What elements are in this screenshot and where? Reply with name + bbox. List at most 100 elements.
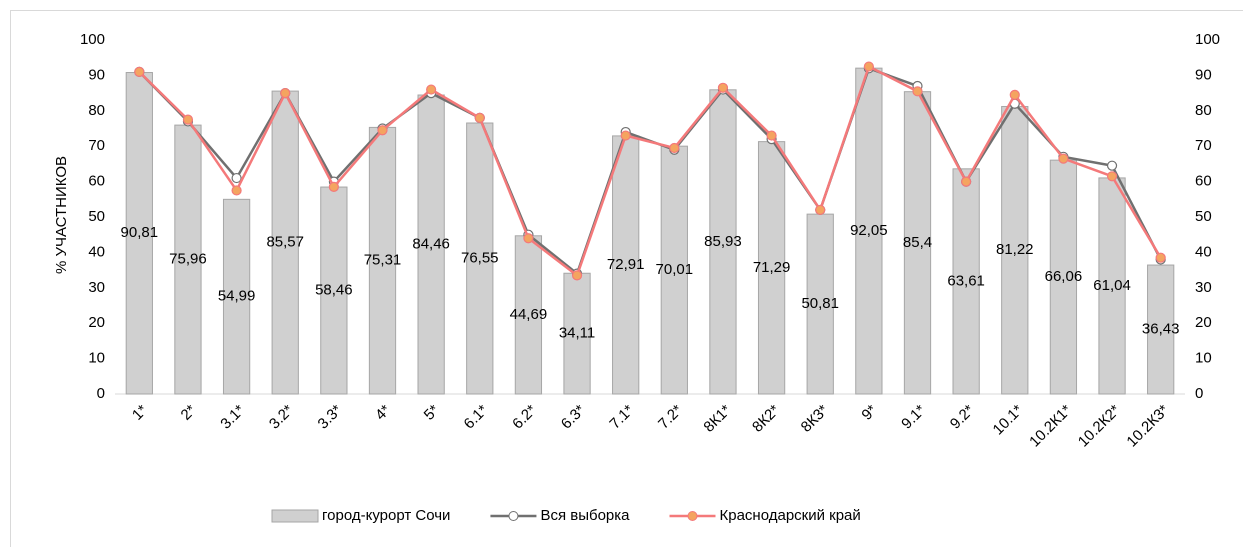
- data-label: 72,91: [607, 256, 645, 273]
- y2-tick-label: 90: [1195, 66, 1212, 83]
- marker: [377, 125, 388, 136]
- legend-label: город-курорт Сочи: [322, 507, 450, 524]
- data-label: 54,99: [218, 288, 256, 305]
- x-tick-label: 6.3*: [558, 402, 589, 433]
- data-label: 92,05: [850, 222, 888, 239]
- y2-tick-label: 40: [1195, 243, 1212, 260]
- data-label: 71,29: [753, 259, 791, 276]
- data-label: 66,06: [1045, 268, 1083, 285]
- bar: [125, 72, 153, 395]
- bar: [660, 145, 688, 395]
- marker: [620, 130, 631, 141]
- data-label: 61,04: [1093, 277, 1131, 294]
- bar: [1147, 264, 1175, 395]
- x-tick-label: 8К2*: [749, 402, 783, 436]
- marker: [474, 112, 485, 123]
- marker: [182, 114, 194, 125]
- marker: [134, 66, 145, 77]
- data-label: 85,93: [704, 233, 742, 250]
- line: [138, 64, 1162, 278]
- bar: [417, 94, 445, 395]
- bar: [271, 90, 299, 395]
- y-tick-label: 30: [88, 279, 105, 296]
- marker: [280, 87, 291, 99]
- x-tick-label: 10.1*: [990, 402, 1027, 439]
- marker: [231, 172, 242, 184]
- data-label: 36,43: [1142, 320, 1180, 337]
- x-tick-label: 3.2*: [266, 402, 297, 433]
- marker: [912, 86, 923, 97]
- x-tick-label: 8К1*: [700, 402, 734, 436]
- data-label: 70,01: [656, 261, 694, 278]
- data-label: 76,55: [461, 249, 499, 266]
- data-label: 50,81: [801, 295, 839, 312]
- marker: [328, 181, 339, 193]
- bar: [952, 168, 980, 395]
- y-tick-label: 10: [88, 350, 105, 367]
- x-tick-label: 9.1*: [898, 402, 929, 433]
- marker: [961, 176, 972, 187]
- bar: [1049, 159, 1078, 395]
- x-tick-label: 9.2*: [947, 402, 978, 433]
- y-tick-label: 60: [88, 173, 105, 190]
- y2-tick-label: 50: [1195, 208, 1212, 225]
- legend-label: Краснодарский край: [720, 507, 861, 524]
- x-tick-label: 3.1*: [217, 402, 248, 433]
- marker: [426, 84, 437, 95]
- bar: [903, 91, 932, 395]
- y-tick-label: 80: [88, 102, 105, 119]
- data-label: 58,46: [315, 281, 353, 298]
- x-tick-label: 7.1*: [606, 402, 637, 433]
- y-tick-label: 90: [88, 66, 105, 83]
- data-label: 75,96: [169, 251, 207, 268]
- x-tick-label: 8К3*: [798, 402, 832, 436]
- y-axis-title: % УЧАСТНИКОВ: [53, 156, 70, 274]
- y-tick-label: 20: [88, 314, 105, 331]
- data-label: 85,4: [903, 234, 932, 251]
- x-tick-label: 2*: [178, 402, 200, 424]
- bar: [855, 67, 883, 395]
- y2-tick-label: 100: [1195, 31, 1220, 48]
- bar: [174, 124, 202, 395]
- marker: [717, 82, 729, 93]
- legend-marker: [508, 511, 519, 521]
- marker: [863, 61, 874, 72]
- y-tick-label: 50: [88, 208, 105, 225]
- bar: [368, 126, 397, 395]
- marker: [571, 270, 583, 281]
- data-label: 63,61: [947, 272, 985, 289]
- y-tick-label: 0: [97, 385, 105, 402]
- y2-tick-label: 30: [1195, 279, 1212, 296]
- data-label: 85,57: [266, 234, 304, 251]
- marker: [815, 204, 826, 216]
- data-label: 44,69: [510, 306, 548, 323]
- y2-tick-label: 80: [1195, 102, 1212, 119]
- y-tick-label: 70: [88, 137, 105, 154]
- bar: [466, 122, 494, 395]
- marker: [231, 185, 242, 196]
- y-tick-label: 40: [88, 243, 105, 260]
- bar: [1098, 177, 1126, 395]
- data-label: 34,11: [559, 325, 595, 342]
- x-tick-label: 10.2К2*: [1075, 402, 1124, 451]
- y2-tick-label: 10: [1195, 350, 1212, 367]
- data-label: 81,22: [996, 241, 1034, 258]
- marker: [1058, 153, 1069, 164]
- x-tick-label: 1*: [129, 402, 151, 424]
- data-label: 90,81: [121, 224, 159, 241]
- x-tick-label: 3.3*: [315, 402, 346, 433]
- bar: [514, 235, 543, 395]
- legend-swatch: [271, 509, 319, 523]
- x-tick-label: 10.2К3*: [1123, 402, 1172, 451]
- x-tick-label: 7.2*: [655, 402, 686, 433]
- x-tick-label: 9*: [858, 402, 880, 424]
- marker: [1009, 89, 1020, 100]
- data-label: 75,31: [364, 252, 402, 269]
- bar: [806, 213, 834, 395]
- y2-tick-label: 20: [1195, 314, 1212, 331]
- marker: [523, 233, 534, 244]
- x-tick-label: 10.2К1*: [1026, 402, 1075, 451]
- bar: [612, 135, 640, 395]
- marker: [766, 130, 777, 141]
